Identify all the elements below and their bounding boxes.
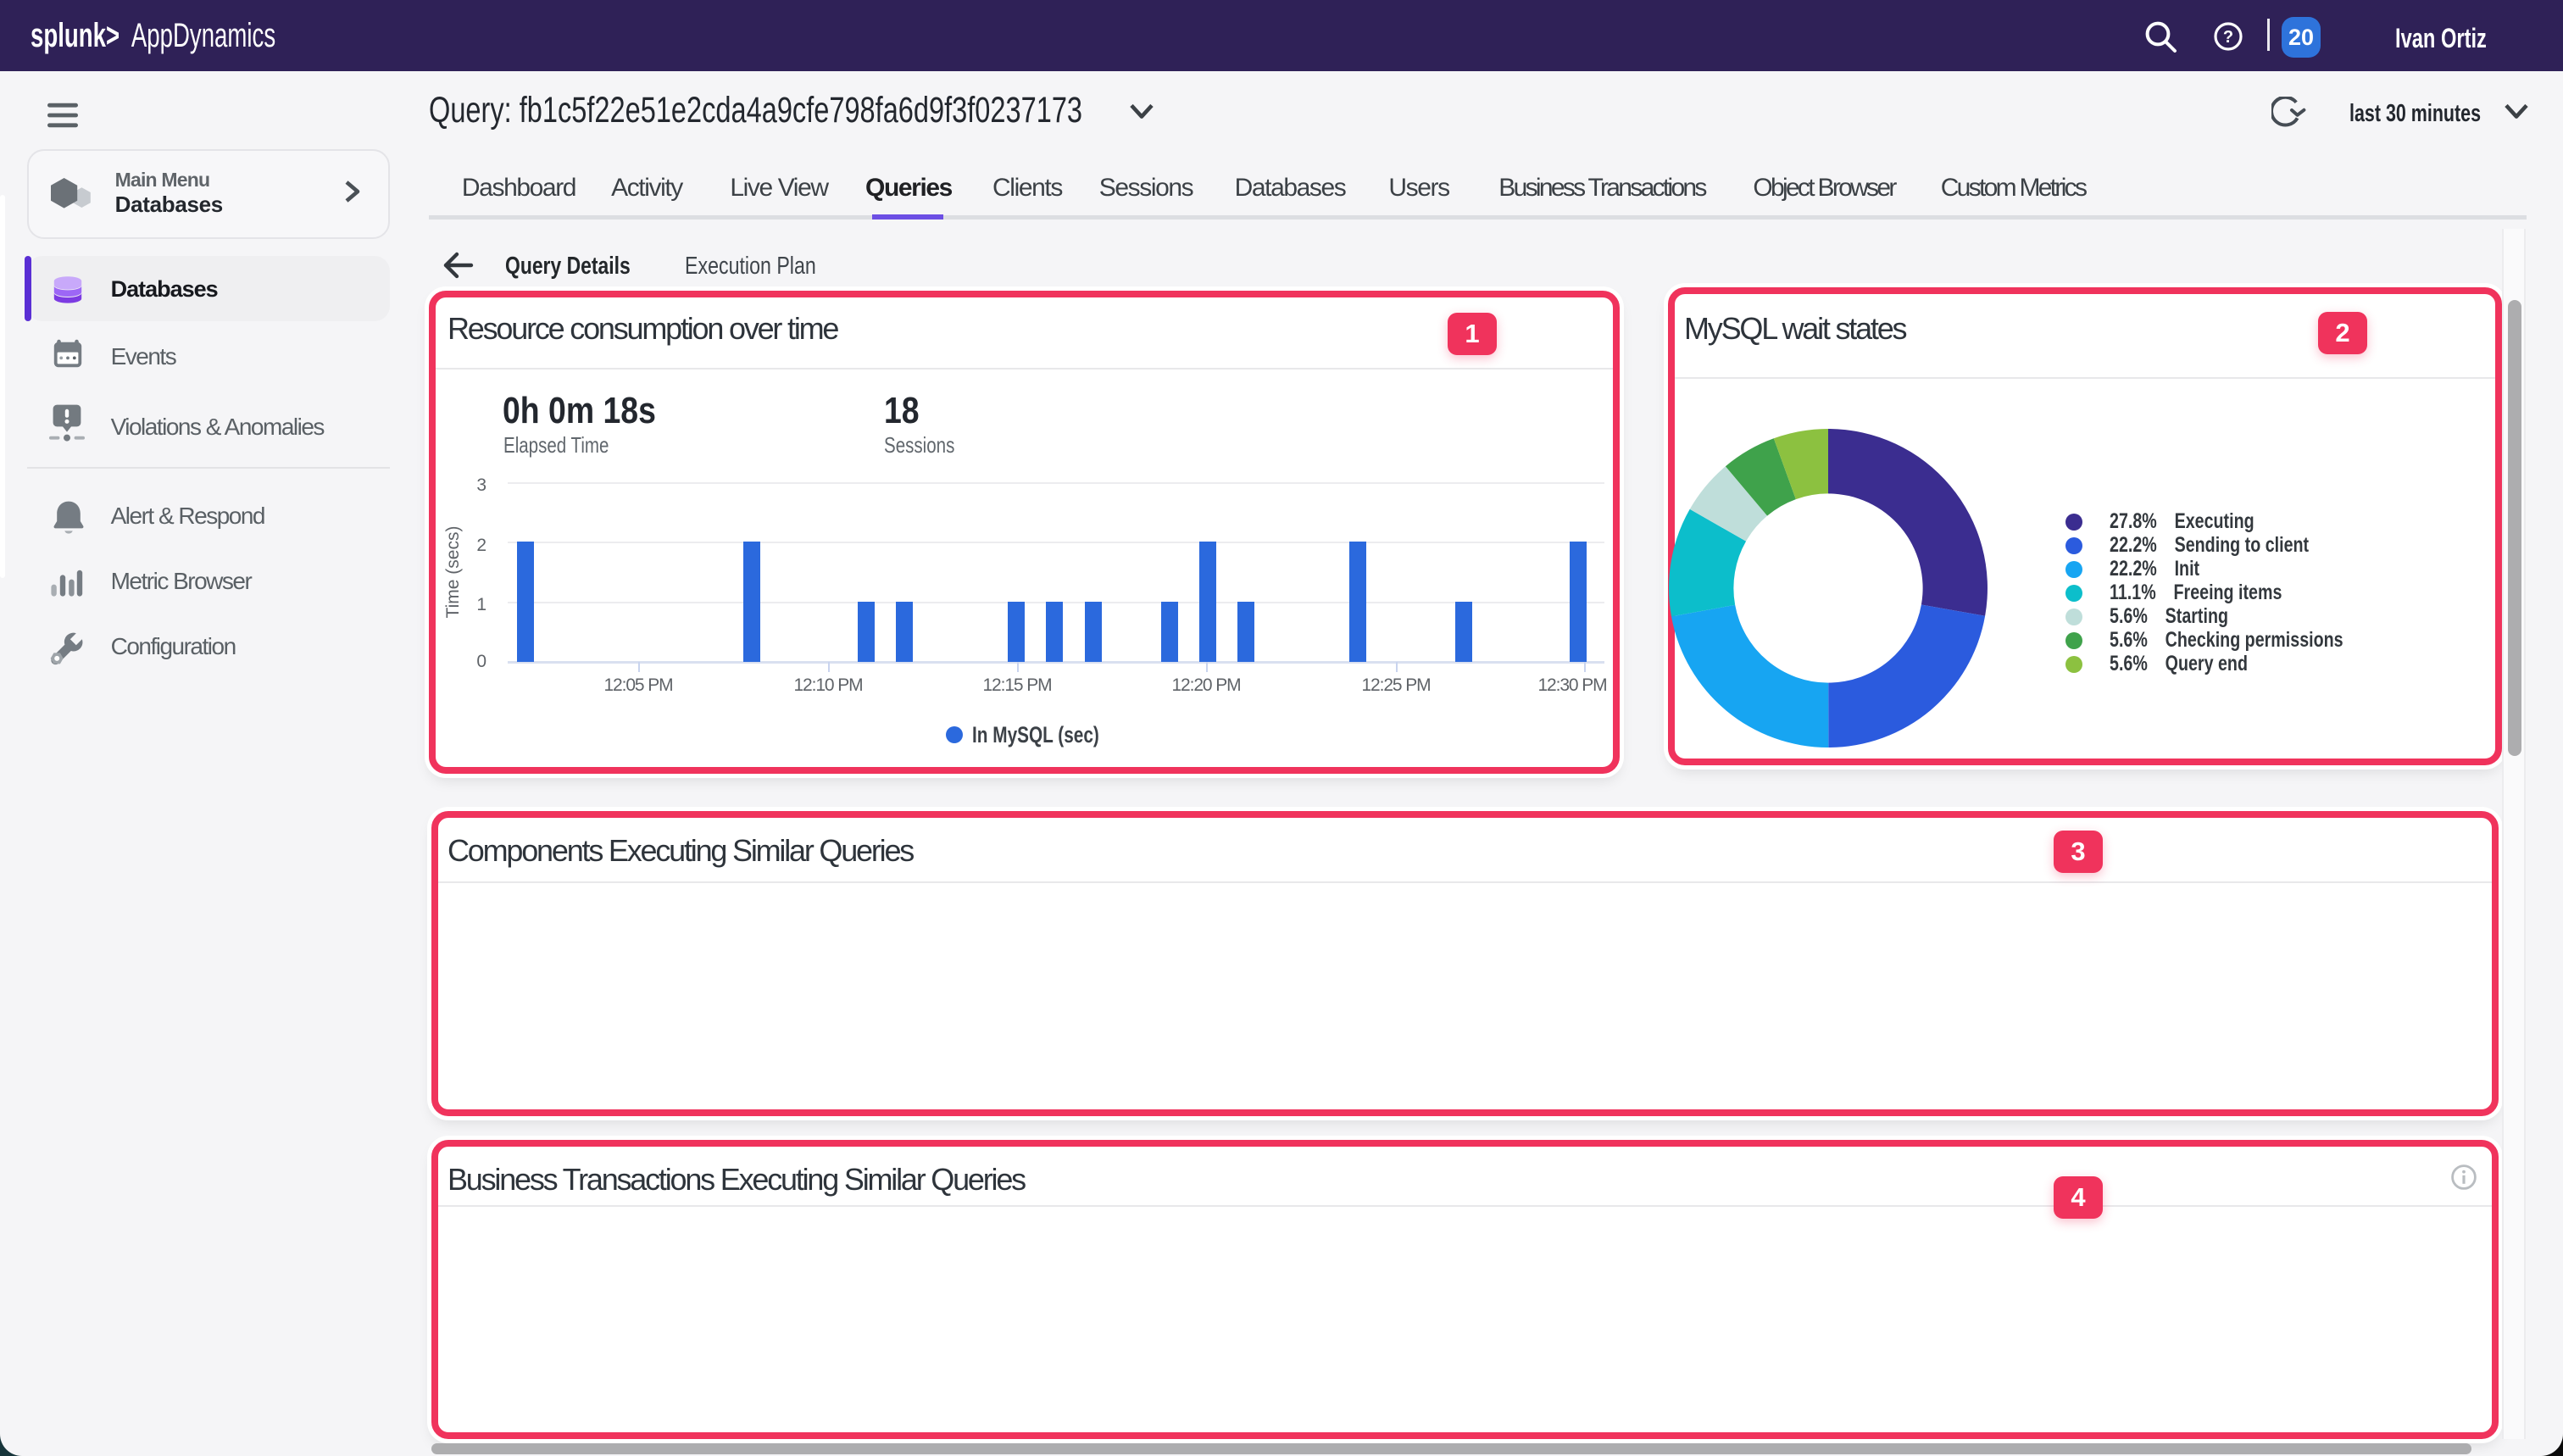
svg-text:?: ?: [2223, 28, 2233, 47]
